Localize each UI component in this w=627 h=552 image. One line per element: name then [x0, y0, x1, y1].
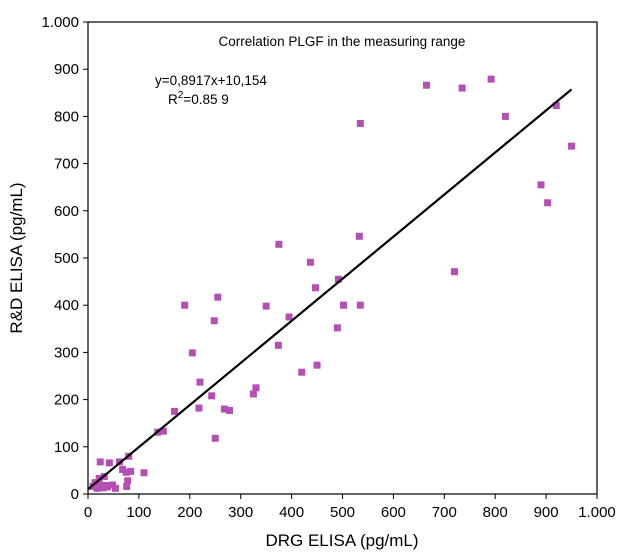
y-tick-label: 100 [54, 439, 79, 456]
data-point [214, 293, 222, 301]
data-point [537, 181, 545, 189]
data-point [123, 482, 131, 490]
data-point [208, 392, 216, 400]
x-axis-title: DRG ELISA (pg/mL) [265, 531, 418, 550]
r-squared-label: R2=0.85 9 [168, 90, 229, 107]
data-point [356, 301, 364, 309]
x-tick-label: 600 [381, 504, 406, 521]
data-point [111, 484, 119, 492]
y-tick-label: 300 [54, 344, 79, 361]
data-point [450, 268, 458, 276]
y-tick-label: 900 [54, 61, 79, 78]
data-point [102, 482, 110, 490]
data-point [552, 102, 560, 110]
x-tick-label: 200 [177, 504, 202, 521]
x-tick-label: 1.000 [578, 504, 616, 521]
y-tick-label: 200 [54, 392, 79, 409]
data-point [210, 317, 218, 325]
data-point [356, 119, 364, 127]
regression-equation: y=0,8917x+10,154 [155, 73, 267, 88]
data-point [458, 84, 466, 92]
data-point [171, 407, 179, 415]
data-point [252, 384, 260, 392]
x-tick-label: 400 [279, 504, 304, 521]
data-point [226, 406, 234, 414]
data-point [220, 405, 228, 413]
chart-title: Correlation PLGF in the measuring range [219, 34, 466, 49]
y-axis-ticks: 0 100 200 300 400 500 600 700 800 900 1.000 [41, 14, 88, 503]
y-axis-title: R&D ELISA (pg/mL) [7, 182, 26, 333]
data-point [195, 404, 203, 412]
data-point [544, 199, 552, 207]
data-point [568, 142, 576, 150]
y-tick-label: 400 [54, 297, 79, 314]
y-tick-label: 500 [54, 250, 79, 267]
data-point [422, 81, 430, 89]
data-point [196, 378, 204, 386]
data-point [95, 474, 103, 482]
data-point [306, 258, 314, 266]
data-point [487, 75, 495, 83]
data-point [96, 458, 104, 466]
data-point [122, 468, 130, 476]
y-tick-label: 1.000 [41, 14, 79, 31]
x-tick-label: 500 [330, 504, 355, 521]
r-squared-superscript: 2 [178, 90, 184, 101]
data-point [97, 482, 105, 490]
y-tick-label: 600 [54, 203, 79, 220]
data-point [249, 390, 257, 398]
y-tick-label: 800 [54, 108, 79, 125]
data-point [105, 459, 113, 467]
x-tick-label: 0 [84, 504, 92, 521]
data-point [159, 427, 167, 435]
data-point [274, 341, 282, 349]
data-point [127, 467, 135, 475]
trendline [87, 88, 573, 491]
x-tick-label: 900 [534, 504, 559, 521]
data-point [89, 482, 97, 490]
data-point [298, 368, 306, 376]
data-point [188, 349, 196, 357]
data-point [334, 275, 342, 283]
data-point [355, 232, 363, 240]
data-point [124, 477, 132, 485]
data-point [93, 484, 101, 492]
x-tick-label: 300 [228, 504, 253, 521]
x-axis-ticks: 0 100 200 300 400 500 600 700 800 900 1.000 [84, 494, 616, 521]
data-point [211, 434, 219, 442]
r-squared-value: =0.85 9 [183, 92, 228, 107]
x-tick-label: 700 [432, 504, 457, 521]
data-point [501, 112, 509, 120]
data-point [140, 469, 148, 477]
data-point [340, 301, 348, 309]
data-point [181, 301, 189, 309]
data-point [262, 302, 270, 310]
data-point [275, 240, 283, 248]
data-point [285, 313, 293, 321]
data-point [119, 465, 127, 473]
data-point [313, 361, 321, 369]
data-point [312, 284, 320, 292]
x-tick-label: 800 [483, 504, 508, 521]
data-point [333, 324, 341, 332]
y-tick-label: 700 [54, 156, 79, 173]
plot-area [87, 21, 598, 495]
r-squared-prefix: R [168, 92, 178, 107]
y-tick-label: 0 [71, 486, 79, 503]
x-tick-label: 100 [126, 504, 151, 521]
